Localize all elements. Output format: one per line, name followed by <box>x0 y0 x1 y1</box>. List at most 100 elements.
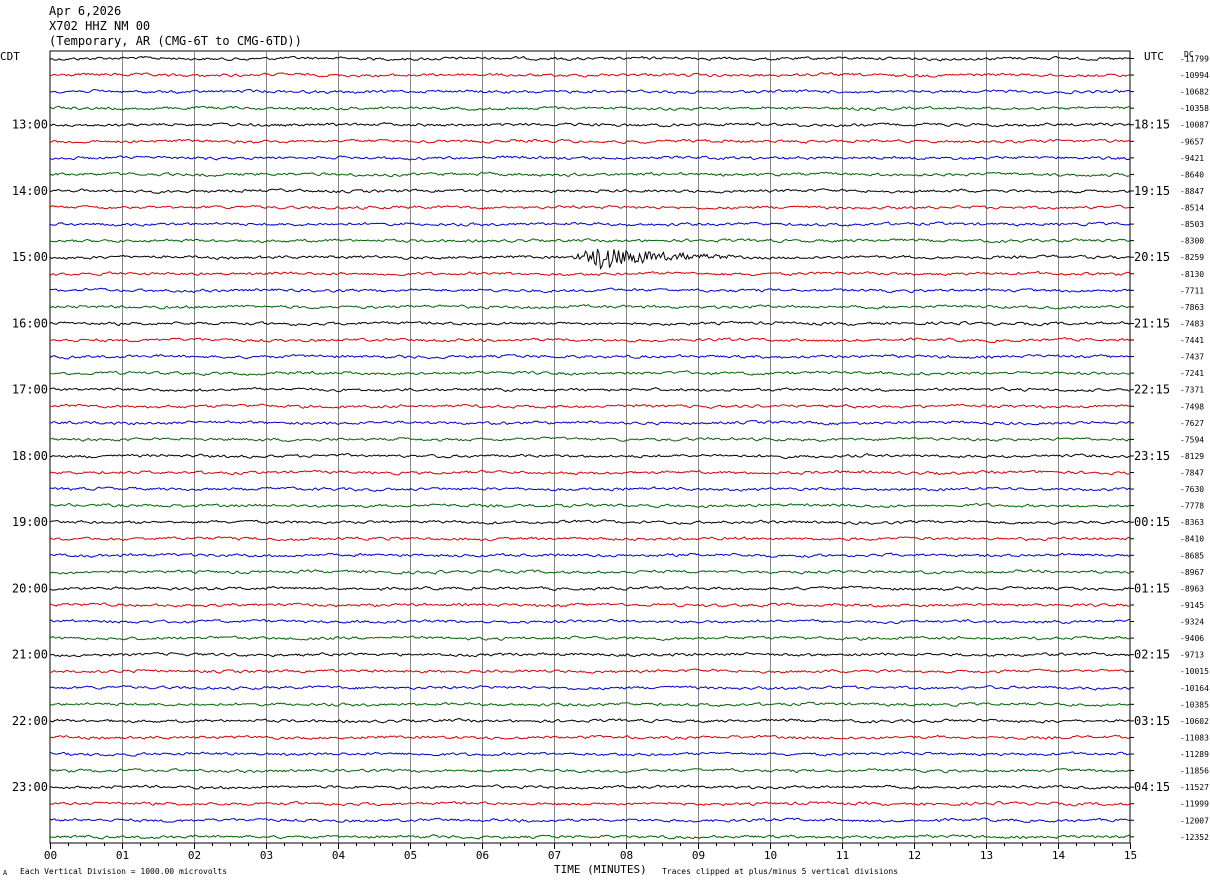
trace-47 <box>49 834 1131 840</box>
trace-13 <box>49 271 1131 277</box>
dc-offset-label-37: -10015 <box>1180 667 1209 676</box>
cdt-hour-label: 20:00 <box>12 581 48 595</box>
x-tick-label-15: 15 <box>1124 849 1137 862</box>
cdt-hour-label: 19:00 <box>12 515 48 529</box>
utc-hour-label: 03:15 <box>1134 714 1170 728</box>
dc-offset-label-26: -7630 <box>1180 485 1204 494</box>
trace-12 <box>49 248 1131 270</box>
trace-38 <box>49 685 1131 691</box>
dc-offset-label-41: -11083 <box>1180 733 1209 742</box>
dc-offset-label-34: -9324 <box>1180 618 1204 627</box>
dc-offset-label-13: -8130 <box>1180 270 1204 279</box>
cdt-hour-label: 16:00 <box>12 316 48 330</box>
dc-offset-label-31: -8967 <box>1180 568 1204 577</box>
cdt-hour-label: 21:00 <box>12 648 48 662</box>
x-tick-label-08: 08 <box>620 849 633 862</box>
dc-offset-label-46: -12007 <box>1180 816 1209 825</box>
x-tick-label-09: 09 <box>692 849 705 862</box>
dc-offset-label-28: -8363 <box>1180 518 1204 527</box>
trace-16 <box>49 320 1131 327</box>
dc-offset-label-45: -11999 <box>1180 800 1209 809</box>
dc-offset-label-11: -8300 <box>1180 237 1204 246</box>
trace-27 <box>49 502 1131 509</box>
dc-offset-label-44: -11527 <box>1180 783 1209 792</box>
trace-6 <box>49 155 1131 161</box>
dc-offset-label-27: -7778 <box>1180 502 1204 511</box>
cdt-hour-label: 23:00 <box>12 780 48 794</box>
x-tick-label-06: 06 <box>476 849 489 862</box>
x-tick-label-07: 07 <box>548 849 561 862</box>
dc-offset-label-32: -8963 <box>1180 584 1204 593</box>
header-station: X702 HHZ NM 00 <box>49 19 151 33</box>
dc-offset-label-18: -7437 <box>1180 353 1204 362</box>
dc-offset-label-35: -9406 <box>1180 634 1204 643</box>
dc-offset-label-0: -11799 <box>1180 55 1209 64</box>
dc-offset-label-8: -8847 <box>1180 187 1204 196</box>
trace-1 <box>49 72 1131 78</box>
x-tick-label-14: 14 <box>1052 849 1066 862</box>
utc-hour-label: 18:15 <box>1134 118 1170 132</box>
dc-offset-label-6: -9421 <box>1180 154 1204 163</box>
header-network: (Temporary, AR (CMG-6T to CMG-6TD)) <box>49 34 302 48</box>
cdt-hour-label: 22:00 <box>12 714 48 728</box>
dc-offset-label-9: -8514 <box>1180 204 1204 213</box>
trace-2 <box>49 88 1131 95</box>
cdt-hour-label: 18:00 <box>12 449 48 463</box>
x-tick-label-01: 01 <box>116 849 129 862</box>
utc-hour-label: 19:15 <box>1134 184 1170 198</box>
dc-offset-label-15: -7863 <box>1180 303 1204 312</box>
x-tick-label-03: 03 <box>260 849 273 862</box>
dc-offset-label-25: -7847 <box>1180 469 1204 478</box>
trace-11 <box>49 238 1131 244</box>
dc-offset-label-43: -11856 <box>1180 767 1209 776</box>
x-axis-title: TIME (MINUTES) <box>554 863 647 876</box>
dc-offset-label-10: -8503 <box>1180 220 1204 229</box>
utc-hour-label: 01:15 <box>1134 581 1170 595</box>
trace-0 <box>49 55 1131 62</box>
dc-offset-label-22: -7627 <box>1180 419 1204 428</box>
cdt-hour-label: 14:00 <box>12 184 48 198</box>
trace-35 <box>49 635 1131 641</box>
plot-frame <box>49 50 1131 844</box>
dc-offset-label-36: -9713 <box>1180 651 1204 660</box>
trace-42 <box>49 751 1131 757</box>
trace-32 <box>49 585 1131 591</box>
dc-offset-label-19: -7241 <box>1180 369 1204 378</box>
right-timezone-label: UTC <box>1144 50 1164 63</box>
trace-45 <box>49 800 1131 807</box>
x-tick-label-12: 12 <box>908 849 921 862</box>
trace-28 <box>49 519 1131 526</box>
trace-22 <box>49 419 1131 426</box>
x-tick-label-04: 04 <box>332 849 346 862</box>
trace-18 <box>49 353 1131 360</box>
trace-7 <box>49 171 1131 178</box>
cdt-hour-label: 13:00 <box>12 118 48 132</box>
dc-offset-label-14: -7711 <box>1180 286 1204 295</box>
clip-note: Traces clipped at plus/minus 5 vertical … <box>662 867 899 876</box>
dc-offset-label-12: -8259 <box>1180 253 1204 262</box>
trace-29 <box>49 536 1131 542</box>
trace-24 <box>49 453 1131 460</box>
trace-33 <box>49 602 1131 608</box>
trace-19 <box>49 370 1130 377</box>
dc-offset-label-38: -10164 <box>1180 684 1209 693</box>
dc-offset-label-21: -7498 <box>1180 402 1204 411</box>
dc-offset-label-30: -8685 <box>1180 551 1204 560</box>
trace-26 <box>49 486 1131 492</box>
dc-offset-label-1: -10994 <box>1180 71 1209 80</box>
trace-15 <box>49 304 1131 310</box>
trace-3 <box>49 105 1131 112</box>
trace-40 <box>49 718 1131 724</box>
dc-label: DC <box>1184 50 1194 59</box>
x-tick-label-02: 02 <box>188 849 201 862</box>
trace-10 <box>49 221 1131 227</box>
dc-offset-label-39: -10385 <box>1180 700 1209 709</box>
trace-30 <box>49 552 1131 559</box>
dc-offset-label-33: -9145 <box>1180 601 1204 610</box>
trace-17 <box>49 337 1131 344</box>
trace-44 <box>49 784 1131 790</box>
x-tick-label-05: 05 <box>404 849 417 862</box>
trace-8 <box>49 188 1131 194</box>
trace-20 <box>49 387 1131 393</box>
